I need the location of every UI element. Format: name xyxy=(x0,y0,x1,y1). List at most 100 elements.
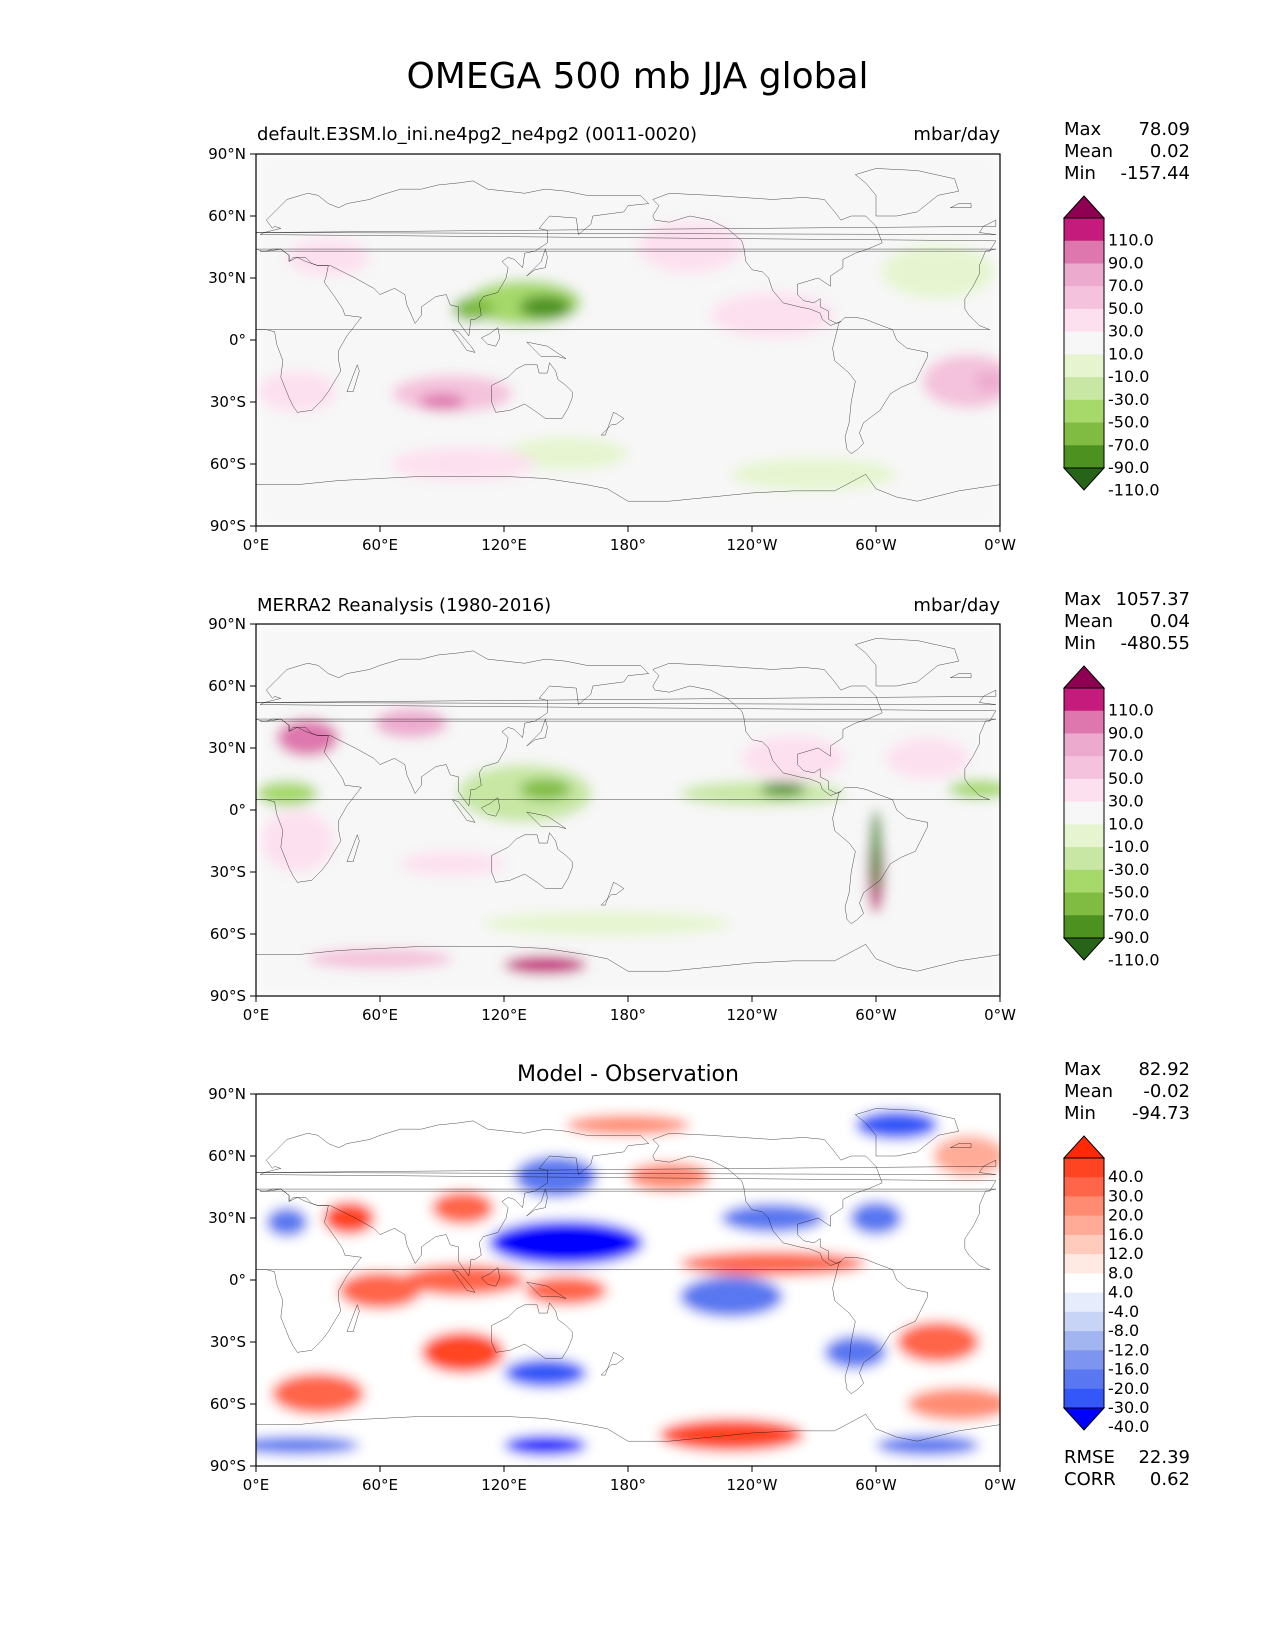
x-tick-label: 120°E xyxy=(481,536,527,554)
x-tick-label: 60°W xyxy=(855,536,897,554)
y-tick-label: 30°S xyxy=(210,1333,246,1351)
colorbar-level-label: -50.0 xyxy=(1108,883,1149,902)
field-anomaly xyxy=(680,781,845,806)
y-tick-label: 90°N xyxy=(208,1085,246,1103)
colorbar-extend-max xyxy=(1064,1136,1104,1158)
colorbar-level-label: -8.0 xyxy=(1108,1321,1139,1340)
field-anomaly xyxy=(504,1435,587,1456)
y-tick-label: 90°S xyxy=(210,1457,246,1475)
field-anomaly xyxy=(824,1336,886,1369)
field-anomaly xyxy=(680,1276,783,1317)
y-tick-label: 30°S xyxy=(210,863,246,881)
panel-reference-stat-label-max: Max xyxy=(1064,589,1102,610)
y-tick-label: 60°N xyxy=(208,1147,246,1165)
panel-difference-metric-label-rmse: RMSE xyxy=(1064,1447,1115,1468)
colorbar-level-label: -90.0 xyxy=(1108,458,1149,477)
field-anomaly xyxy=(870,810,882,893)
x-tick-label: 120°W xyxy=(727,1476,778,1494)
x-tick-label: 0°E xyxy=(243,536,270,554)
colorbar-level-label: 50.0 xyxy=(1108,769,1144,788)
x-tick-label: 0°E xyxy=(243,1006,270,1024)
field-anomaly xyxy=(897,1321,980,1362)
panel-reference-colorbar: 110.0 90.0 70.0 50.0 30.0 10.0 -10.0 -30.0 -50.0… xyxy=(1064,666,1160,970)
colorbar-segment xyxy=(1064,1254,1104,1274)
field-anomaly xyxy=(277,719,339,756)
y-tick-label: 30°N xyxy=(208,739,246,757)
colorbar-level-label: 90.0 xyxy=(1108,253,1144,272)
colorbar-level-label: -4.0 xyxy=(1108,1302,1139,1321)
panel-difference-stat-label-min: Min xyxy=(1064,1103,1096,1124)
panel-test-stat-value-mean: 0.02 xyxy=(1150,141,1190,162)
colorbar-segment xyxy=(1064,263,1104,286)
y-tick-label: 60°N xyxy=(208,677,246,695)
panel-difference-stat-value-max: 82.92 xyxy=(1138,1059,1190,1080)
colorbar-segment xyxy=(1064,1331,1104,1351)
x-tick-label: 0°W xyxy=(984,1476,1016,1494)
panel-test: default.E3SM.lo_ini.ne4pg2_ne4pg2 (0011-… xyxy=(208,119,1190,554)
panel-test-field xyxy=(256,154,1016,526)
field-anomaly xyxy=(933,1135,1005,1176)
panel-difference-metric-value-rmse: 22.39 xyxy=(1138,1447,1190,1468)
field-anomaly xyxy=(258,371,337,412)
panel-difference: Model - Observation 0°E 60°E 120°E 180° 120°… xyxy=(208,1059,1190,1494)
x-tick-label: 60°E xyxy=(362,536,398,554)
x-tick-label: 180° xyxy=(610,1476,646,1494)
field-anomaly xyxy=(419,394,464,411)
x-tick-label: 180° xyxy=(610,1006,646,1024)
colorbar-segment xyxy=(1064,241,1104,264)
panel-test-stat-value-min: -157.44 xyxy=(1121,163,1190,184)
y-tick-label: 0° xyxy=(229,801,246,819)
field-anomaly xyxy=(948,780,1010,799)
y-tick-label: 30°S xyxy=(210,393,246,411)
colorbar-segment xyxy=(1064,377,1104,400)
field-anomaly xyxy=(881,245,995,299)
x-tick-label: 0°W xyxy=(984,1006,1016,1024)
panel-difference-stat-value-min: -94.73 xyxy=(1132,1103,1190,1124)
colorbar-segment xyxy=(1064,1158,1104,1178)
colorbar-segment xyxy=(1064,870,1104,893)
panel-difference-field xyxy=(235,1094,1010,1466)
panel-reference-stat-value-max: 1057.37 xyxy=(1116,589,1190,610)
field-anomaly xyxy=(923,354,1016,408)
x-tick-label: 60°W xyxy=(855,1476,897,1494)
panel-test-stat-value-max: 78.09 xyxy=(1138,119,1190,140)
field-anomaly xyxy=(850,1201,902,1234)
colorbar-segment xyxy=(1064,688,1104,711)
colorbar-level-label: 30.0 xyxy=(1108,322,1144,341)
field-anomaly xyxy=(520,779,572,800)
colorbar-level-label: -30.0 xyxy=(1108,390,1149,409)
colorbar-segment xyxy=(1064,1235,1104,1255)
field-anomaly xyxy=(721,1204,824,1233)
colorbar-extend-min xyxy=(1064,468,1104,490)
panel-reference-stat-label-mean: Mean xyxy=(1064,611,1113,632)
panel-difference-stat-label-max: Max xyxy=(1064,1059,1102,1080)
colorbar-level-label: -30.0 xyxy=(1108,1398,1149,1417)
x-tick-label: 60°E xyxy=(362,1476,398,1494)
field-anomaly xyxy=(266,1208,307,1237)
colorbar-level-label: -30.0 xyxy=(1108,860,1149,879)
colorbar-level-label: 4.0 xyxy=(1108,1283,1133,1302)
colorbar-level-label: 50.0 xyxy=(1108,299,1144,318)
field-anomaly xyxy=(272,1373,365,1414)
y-tick-label: 90°S xyxy=(210,987,246,1005)
colorbar-level-label: 110.0 xyxy=(1108,231,1154,250)
y-tick-label: 60°S xyxy=(210,1395,246,1413)
y-tick-label: 0° xyxy=(229,331,246,349)
colorbar-level-label: -90.0 xyxy=(1108,928,1149,947)
panel-reference-stat-value-mean: 0.04 xyxy=(1150,611,1190,632)
colorbar-level-label: -110.0 xyxy=(1108,951,1160,970)
field-anomaly xyxy=(566,1115,690,1136)
panel-test-stat-label-max: Max xyxy=(1064,119,1102,140)
panel-test-units: mbar/day xyxy=(913,124,1000,145)
x-tick-label: 120°E xyxy=(481,1476,527,1494)
colorbar-extend-max xyxy=(1064,196,1104,218)
colorbar-level-label: 30.0 xyxy=(1108,1186,1144,1205)
x-tick-label: 120°W xyxy=(727,1006,778,1024)
colorbar-level-label: -70.0 xyxy=(1108,905,1149,924)
field-anomaly xyxy=(401,851,504,876)
field-anomaly xyxy=(760,782,805,796)
colorbar-segment xyxy=(1064,309,1104,332)
panel-difference-stat-label-mean: Mean xyxy=(1064,1081,1113,1102)
colorbar-level-label: -16.0 xyxy=(1108,1360,1149,1379)
colorbar-segment xyxy=(1064,1389,1104,1409)
